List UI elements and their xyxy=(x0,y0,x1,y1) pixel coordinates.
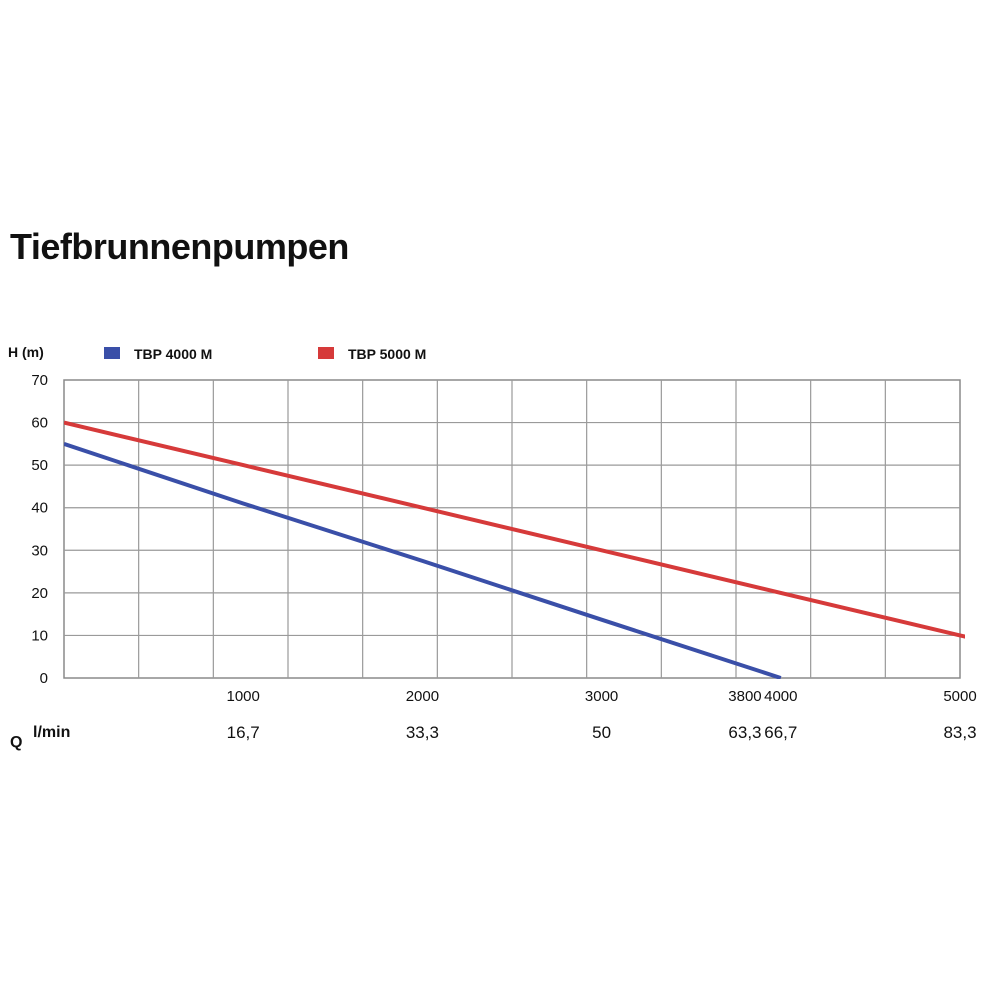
x-tick-label: 5000 xyxy=(943,688,976,705)
x-tick-label: 4000 xyxy=(764,688,797,705)
q-value-row: 16,7 33,3 50 63,3 66,7 83,3 xyxy=(227,723,977,742)
y-tick-labels: 0 10 20 30 40 50 60 70 xyxy=(31,372,48,687)
x-tick-label: 2000 xyxy=(406,688,439,705)
chart-series xyxy=(64,420,965,679)
q-value-label: 33,3 xyxy=(406,723,439,742)
x-tick-label: 1000 xyxy=(227,688,260,705)
y-tick-label: 50 xyxy=(31,457,48,474)
series-line-1 xyxy=(64,442,782,679)
page-title: Tiefbrunnenpumpen xyxy=(10,226,349,267)
q-unit-label: l/min xyxy=(33,724,70,741)
y-tick-label: 0 xyxy=(40,670,48,687)
series-line-2 xyxy=(64,420,965,639)
q-value-label: 66,7 xyxy=(764,723,797,742)
y-tick-label: 20 xyxy=(31,585,48,602)
y-tick-label: 10 xyxy=(31,627,48,644)
x-tick-labels: 1000 2000 3000 3800 4000 5000 xyxy=(227,688,977,705)
y-tick-label: 60 xyxy=(31,415,48,432)
q-value-label: 83,3 xyxy=(943,723,976,742)
q-value-label: 16,7 xyxy=(227,723,260,742)
y-tick-label: 70 xyxy=(31,372,48,389)
q-value-label: 63,3 xyxy=(728,723,761,742)
x-tick-label: 3000 xyxy=(585,688,618,705)
q-axis-label: Q xyxy=(10,734,22,751)
legend-label: TBP 5000 M xyxy=(348,346,426,362)
legend-label: TBP 4000 M xyxy=(134,346,212,362)
y-tick-label: 40 xyxy=(31,500,48,517)
chart-grid xyxy=(63,379,961,679)
x-tick-label: 3800 xyxy=(728,688,761,705)
legend-swatch xyxy=(104,347,120,359)
y-axis-label: H (m) xyxy=(8,344,44,360)
q-value-label: 50 xyxy=(592,723,611,742)
legend-swatch xyxy=(318,347,334,359)
y-tick-label: 30 xyxy=(31,542,48,559)
chart-legend: TBP 4000 M TBP 5000 M xyxy=(104,346,426,362)
